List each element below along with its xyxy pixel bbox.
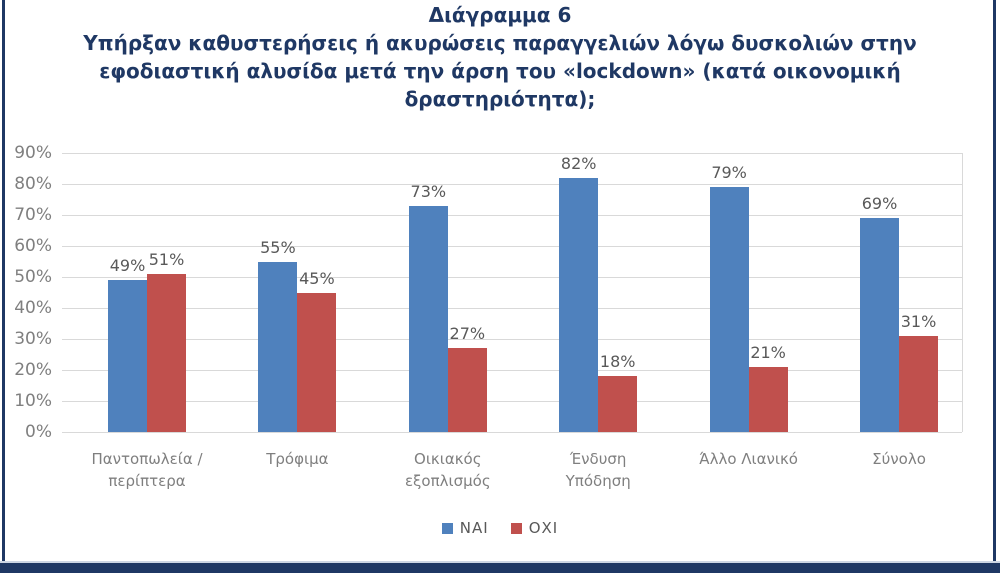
bar-value-label: 55% xyxy=(260,237,296,257)
y-axis-tick-label: 80% xyxy=(14,174,52,194)
category-label: Ένδυση Υπόδηση xyxy=(565,450,631,490)
bar-value-label: 49% xyxy=(109,256,146,276)
chart-title-line-2: Υπήρξαν καθυστερήσεις ή ακυρώσεις παραγγ… xyxy=(83,31,917,55)
legend-label-οχι: ΟΧΙ xyxy=(528,519,559,537)
y-gridline xyxy=(62,339,962,340)
bar-οχι-6 xyxy=(899,335,938,432)
bar-value-label: 73% xyxy=(410,181,447,201)
y-axis-tick-label: 50% xyxy=(14,267,52,287)
y-gridline xyxy=(62,308,962,309)
category-label: Σύνολο xyxy=(872,450,926,468)
bar-value-label: 82% xyxy=(560,153,597,173)
bar-ναι-1 xyxy=(108,280,147,432)
bar-οχι-4 xyxy=(598,376,638,432)
y-gridline xyxy=(62,215,962,216)
y-axis-tick-label: 30% xyxy=(14,329,52,349)
category-label: Οικιακός εξοπλισμός xyxy=(404,450,491,490)
y-gridline xyxy=(62,246,962,247)
bar-value-label: 45% xyxy=(299,268,335,288)
legend-swatch-ναι xyxy=(441,522,453,534)
frame-border-bottom xyxy=(0,561,1000,573)
bar-οχι-1 xyxy=(147,273,186,432)
bar-ναι-5 xyxy=(709,187,749,432)
bar-value-label: 21% xyxy=(750,342,786,362)
bar-ναι-2 xyxy=(258,261,298,432)
bar-οχι-2 xyxy=(297,292,337,432)
plot-right-boundary xyxy=(962,153,963,432)
chart-title-line-4: δραστηριότητα); xyxy=(404,87,596,111)
y-gridline xyxy=(62,432,962,433)
chart-title: Διάγραμμα 6 Υπήρξαν καθυστερήσεις ή ακυρ… xyxy=(10,1,990,113)
y-gridline xyxy=(62,153,962,154)
bar-value-label: 51% xyxy=(148,249,185,269)
frame-border-right xyxy=(993,0,996,561)
y-axis-tick-label: 20% xyxy=(14,360,52,380)
bar-value-label: 31% xyxy=(900,311,937,331)
y-gridline xyxy=(62,277,962,278)
bar-value-label: 69% xyxy=(861,194,898,214)
y-axis-tick-label: 60% xyxy=(14,236,52,256)
chart-title-line-1: Διάγραμμα 6 xyxy=(428,3,572,27)
y-axis-tick-label: 40% xyxy=(14,298,52,318)
bar-value-label: 79% xyxy=(711,163,747,183)
legend-swatch-οχι xyxy=(510,522,522,534)
legend-item-ναι: ΝΑΙ xyxy=(441,519,489,537)
bar-ναι-6 xyxy=(860,218,899,432)
bar-ναι-3 xyxy=(408,205,448,432)
bar-ναι-4 xyxy=(559,177,599,432)
chart-title-line-3: εφοδιαστική αλυσίδα μετά την άρση του «l… xyxy=(99,59,901,83)
chart-legend: ΝΑΙ ΟΧΙ xyxy=(0,519,1000,537)
bar-οχι-5 xyxy=(748,366,788,432)
legend-item-οχι: ΟΧΙ xyxy=(510,519,559,537)
y-gridline xyxy=(62,401,962,402)
category-label: Άλλο Λιανικό xyxy=(699,450,798,468)
legend-label-ναι: ΝΑΙ xyxy=(459,519,489,537)
y-gridline xyxy=(62,184,962,185)
frame-border-left xyxy=(2,0,5,561)
bar-value-label: 27% xyxy=(449,324,486,344)
category-label: Παντοπωλεία / περίπτερα xyxy=(91,450,203,490)
bar-value-label: 18% xyxy=(599,352,636,372)
y-axis-tick-label: 0% xyxy=(25,422,52,442)
y-axis-tick-label: 10% xyxy=(14,391,52,411)
category-label: Τρόφιμα xyxy=(266,450,329,468)
y-axis-tick-label: 90% xyxy=(14,143,52,163)
bar-οχι-3 xyxy=(447,348,487,432)
y-axis-tick-label: 70% xyxy=(14,205,52,225)
y-gridline xyxy=(62,370,962,371)
